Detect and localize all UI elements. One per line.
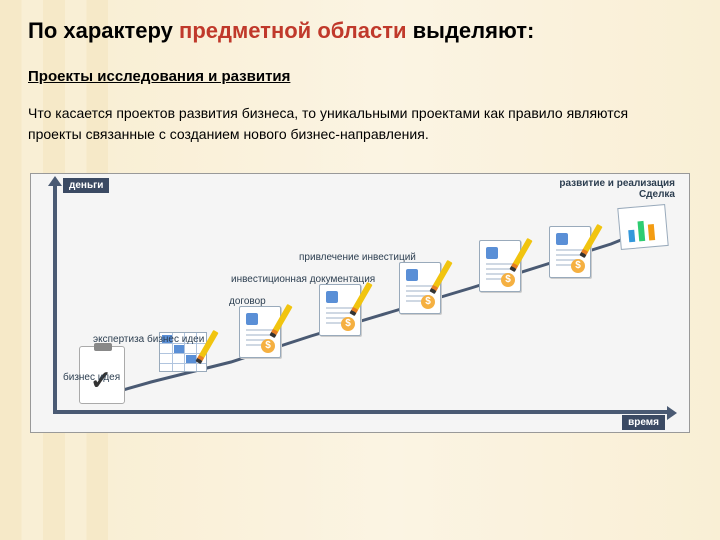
- stage-label-0: бизнес идея: [63, 372, 120, 383]
- top-right-label: развитие и реализация Сделка: [559, 178, 675, 200]
- top-right-line2: Сделка: [559, 189, 675, 200]
- document-icon: $: [239, 306, 281, 358]
- top-right-line1: развитие и реализация: [559, 178, 675, 189]
- title-part2: выделяют:: [407, 18, 535, 43]
- stage-icon-2: $: [239, 306, 289, 356]
- stage-icon-4: $: [399, 262, 449, 312]
- document-icon: $: [549, 226, 591, 278]
- subtitle: Проекты исследования и развития: [28, 68, 692, 85]
- title-highlight: предметной области: [179, 18, 407, 43]
- result-chart-icon: [617, 204, 668, 250]
- stage-label-4: привлечение инвестиций: [299, 252, 416, 263]
- stage-icon-5: $: [479, 240, 529, 290]
- document-icon: $: [319, 284, 361, 336]
- stage-label-2: договор: [229, 296, 266, 307]
- stage-label-1: экспертиза бизнес идеи: [93, 334, 204, 345]
- stage-icon-7: [619, 206, 669, 256]
- trend-area: ✓ $ $ $ $ $: [71, 204, 661, 404]
- stage-label-3: инвестиционная документация: [231, 274, 375, 285]
- stage-icon-0: ✓: [79, 346, 129, 396]
- x-axis: [53, 410, 671, 414]
- document-icon: $: [479, 240, 521, 292]
- stage-icon-3: $: [319, 284, 369, 334]
- document-icon: $: [399, 262, 441, 314]
- x-axis-label: время: [622, 415, 665, 430]
- body-text: Что касается проектов развития бизнеса, …: [28, 103, 668, 145]
- page-title: По характеру предметной области выделяют…: [28, 18, 692, 44]
- y-axis-arrow-icon: [48, 176, 62, 186]
- timeline-chart: деньги время развитие и реализация Сделк…: [30, 173, 690, 433]
- title-part1: По характеру: [28, 18, 179, 43]
- y-axis-label: деньги: [63, 178, 109, 193]
- stage-icon-6: $: [549, 226, 599, 276]
- x-axis-arrow-icon: [667, 406, 677, 420]
- y-axis: [53, 184, 57, 414]
